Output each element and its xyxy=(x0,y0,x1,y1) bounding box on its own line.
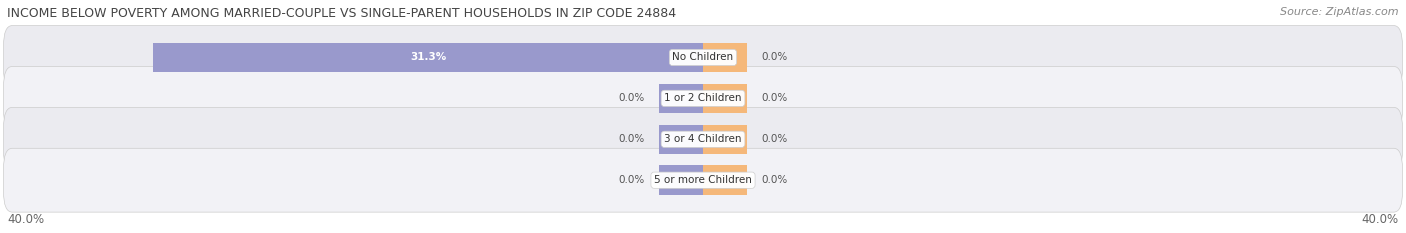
Text: 5 or more Children: 5 or more Children xyxy=(654,175,752,185)
FancyBboxPatch shape xyxy=(4,148,1402,212)
Text: No Children: No Children xyxy=(672,52,734,62)
Text: 0.0%: 0.0% xyxy=(619,175,645,185)
Bar xyxy=(703,125,747,154)
Text: 0.0%: 0.0% xyxy=(619,93,645,103)
FancyBboxPatch shape xyxy=(4,26,1402,89)
Bar xyxy=(659,84,703,113)
Text: 3 or 4 Children: 3 or 4 Children xyxy=(664,134,742,144)
Text: 40.0%: 40.0% xyxy=(1362,212,1399,226)
Text: 40.0%: 40.0% xyxy=(7,212,44,226)
Text: 0.0%: 0.0% xyxy=(761,134,787,144)
Text: 0.0%: 0.0% xyxy=(761,175,787,185)
Text: 0.0%: 0.0% xyxy=(761,93,787,103)
Bar xyxy=(703,43,747,72)
Text: 31.3%: 31.3% xyxy=(409,52,446,62)
Bar xyxy=(659,125,703,154)
FancyBboxPatch shape xyxy=(4,107,1402,171)
Text: 0.0%: 0.0% xyxy=(761,52,787,62)
Bar xyxy=(703,165,747,195)
Bar xyxy=(153,43,703,72)
Bar xyxy=(659,165,703,195)
Bar xyxy=(703,84,747,113)
Text: 0.0%: 0.0% xyxy=(619,134,645,144)
FancyBboxPatch shape xyxy=(4,66,1402,130)
Text: INCOME BELOW POVERTY AMONG MARRIED-COUPLE VS SINGLE-PARENT HOUSEHOLDS IN ZIP COD: INCOME BELOW POVERTY AMONG MARRIED-COUPL… xyxy=(7,7,676,20)
Text: 1 or 2 Children: 1 or 2 Children xyxy=(664,93,742,103)
Text: Source: ZipAtlas.com: Source: ZipAtlas.com xyxy=(1281,7,1399,17)
